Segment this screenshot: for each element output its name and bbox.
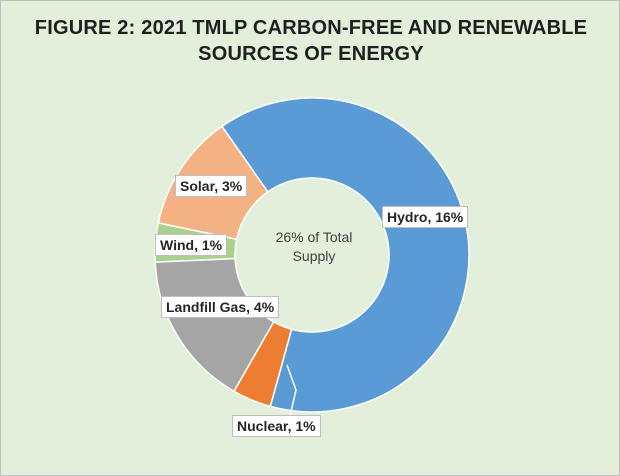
nuclear-leader-line: [286, 364, 297, 417]
slice-label-nuclear: Nuclear, 1%: [232, 415, 321, 437]
chart-title-line-2: SOURCES OF ENERGY: [198, 43, 424, 65]
slice-label-wind: Wind, 1%: [155, 234, 228, 256]
center-text-line-2: Supply: [292, 248, 336, 264]
slice-hydro: [220, 97, 470, 413]
chart-title-line-1: FIGURE 2: 2021 TMLP CARBON-FREE AND RENE…: [34, 17, 588, 39]
slice-label-hydro: Hydro, 16%: [382, 206, 469, 228]
center-text-line-1: 26% of Total: [275, 229, 353, 245]
slice-label-solar: Solar, 3%: [175, 175, 248, 197]
slice-label-landfill-gas: Landfill Gas, 4%: [161, 296, 280, 318]
